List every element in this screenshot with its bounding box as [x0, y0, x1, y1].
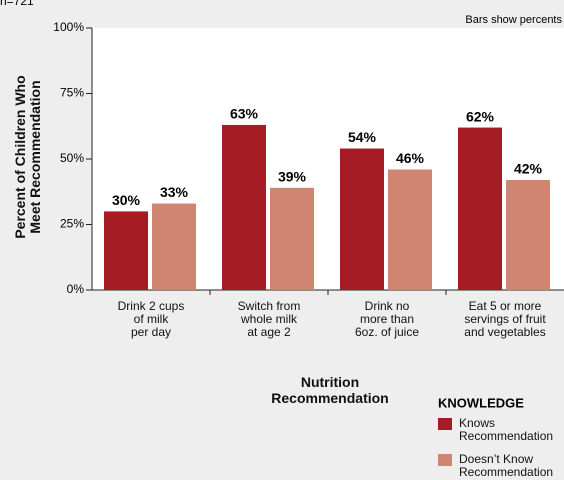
y-tick-label: 0% [67, 282, 85, 296]
legend-label: Knows Recommendation [459, 416, 554, 443]
bar [222, 124, 266, 290]
x-tick-label: Drink no more than 6oz. of juice [354, 299, 420, 339]
value-label: 62% [466, 108, 495, 124]
chart-subtitle: Bars show percents [465, 14, 562, 26]
bar [270, 187, 314, 290]
legend-title: KNOWLEDGE [438, 395, 524, 410]
x-tick-label: Drink 2 cups of milk per day [117, 299, 185, 339]
y-tick-label: 75% [60, 86, 84, 100]
value-label: 46% [396, 150, 425, 166]
value-label: 63% [230, 106, 259, 122]
bar [458, 127, 502, 290]
bar [506, 179, 550, 290]
value-label: 39% [278, 169, 307, 185]
legend-label: Doesn’t Know Recommendation [459, 452, 554, 479]
value-label: 54% [348, 129, 377, 145]
bar [388, 169, 432, 290]
value-label: 30% [112, 192, 141, 208]
value-label: 42% [514, 161, 543, 177]
x-tick-label: Switch from whole milk at age 2 [237, 299, 301, 339]
legend-swatch [438, 454, 452, 466]
y-tick-label: 100% [53, 20, 84, 34]
y-tick-label: 25% [60, 217, 84, 231]
x-tick-label: Eat 5 or more servings of fruit and vege… [464, 299, 546, 339]
x-axis-label: Nutrition Recommendation [271, 374, 389, 406]
legend-swatch [438, 418, 452, 430]
value-label: 33% [160, 184, 189, 200]
y-tick-label: 50% [60, 151, 84, 165]
chart-title: n=721 [0, 0, 34, 8]
bar [340, 148, 384, 290]
y-axis-label: Percent of Children Who Meet Recommendat… [12, 75, 43, 239]
bar [152, 203, 196, 290]
bar [104, 211, 148, 290]
